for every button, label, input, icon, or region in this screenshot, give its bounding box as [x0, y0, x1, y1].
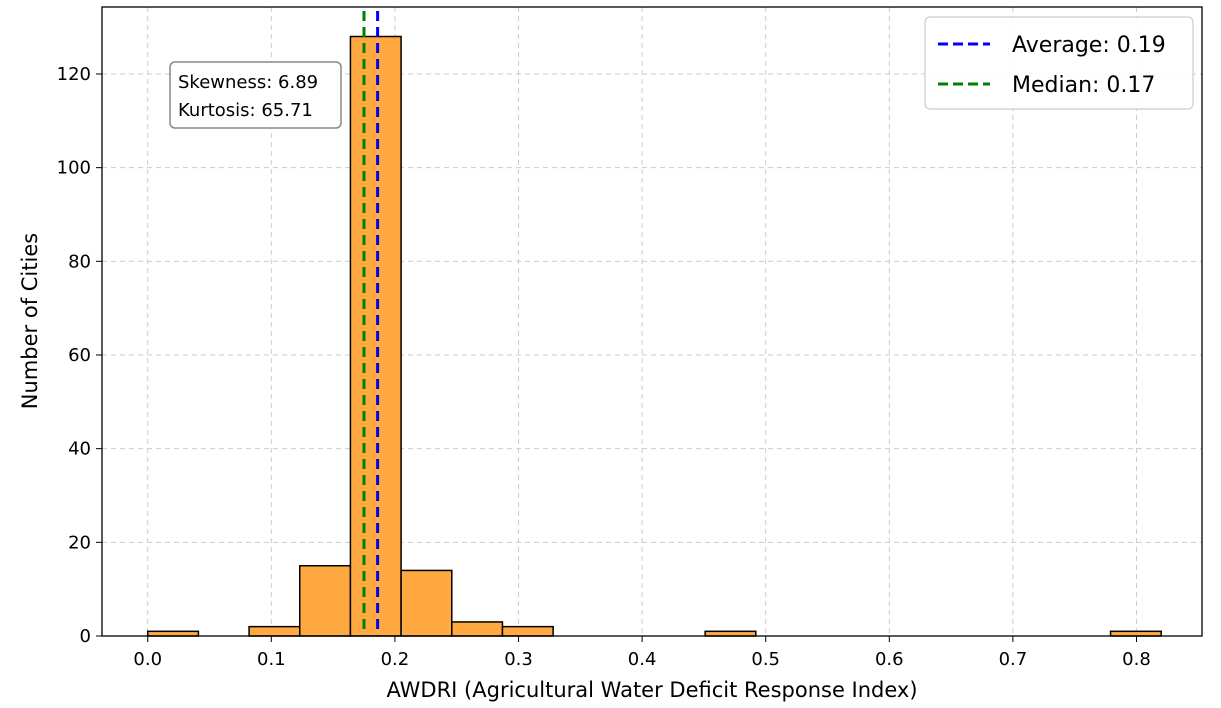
y-tick-label: 80 [68, 251, 91, 272]
reference-lines [362, 11, 380, 636]
x-tick-label: 0.1 [257, 649, 286, 670]
y-tick-label: 60 [68, 345, 91, 366]
x-tick-label: 0.7 [999, 649, 1028, 670]
x-tick-label: 0.6 [875, 649, 904, 670]
histogram-bar [146, 630, 200, 637]
skewness-text: Skewness: 6.89 [178, 72, 318, 93]
histogram-bar [299, 564, 352, 637]
histogram-bar [400, 569, 453, 637]
x-ticks: 0.0 0.1 0.2 0.3 0.4 0.5 0.6 0.7 0.8 [133, 636, 1151, 670]
x-tick-label: 0.0 [133, 649, 162, 670]
y-tick-label: 120 [57, 64, 91, 85]
y-axis-label: Number of Cities [18, 233, 42, 409]
histogram-bar [349, 35, 402, 637]
stats-annotation: Skewness: 6.89 Kurtosis: 65.71 [169, 61, 342, 129]
x-tick-label: 0.4 [628, 649, 657, 670]
histogram-bar [248, 625, 301, 637]
y-tick-label: 40 [68, 439, 91, 460]
y-tick-label: 0 [80, 626, 91, 647]
y-tick-label: 100 [57, 158, 91, 179]
histogram-bar [451, 621, 504, 637]
x-axis-label: AWDRI (Agricultural Water Deficit Respon… [386, 678, 917, 702]
legend-median-label: Median: 0.17 [1012, 73, 1155, 98]
x-tick-label: 0.2 [381, 649, 410, 670]
kurtosis-text: Kurtosis: 65.71 [178, 100, 313, 121]
y-ticks: 0 20 40 60 80 100 120 [57, 64, 102, 647]
x-tick-label: 0.3 [504, 649, 533, 670]
x-tick-label: 0.8 [1122, 649, 1151, 670]
bars [146, 35, 1162, 637]
histogram-bar [704, 630, 757, 637]
histogram-bar [1109, 630, 1162, 637]
histogram-bar [501, 625, 554, 637]
y-tick-label: 20 [68, 532, 91, 553]
legend-average-label: Average: 0.19 [1012, 33, 1166, 58]
legend: Average: 0.19 Median: 0.17 [924, 16, 1194, 110]
x-tick-label: 0.5 [751, 649, 780, 670]
plot-frame [101, 6, 1203, 637]
